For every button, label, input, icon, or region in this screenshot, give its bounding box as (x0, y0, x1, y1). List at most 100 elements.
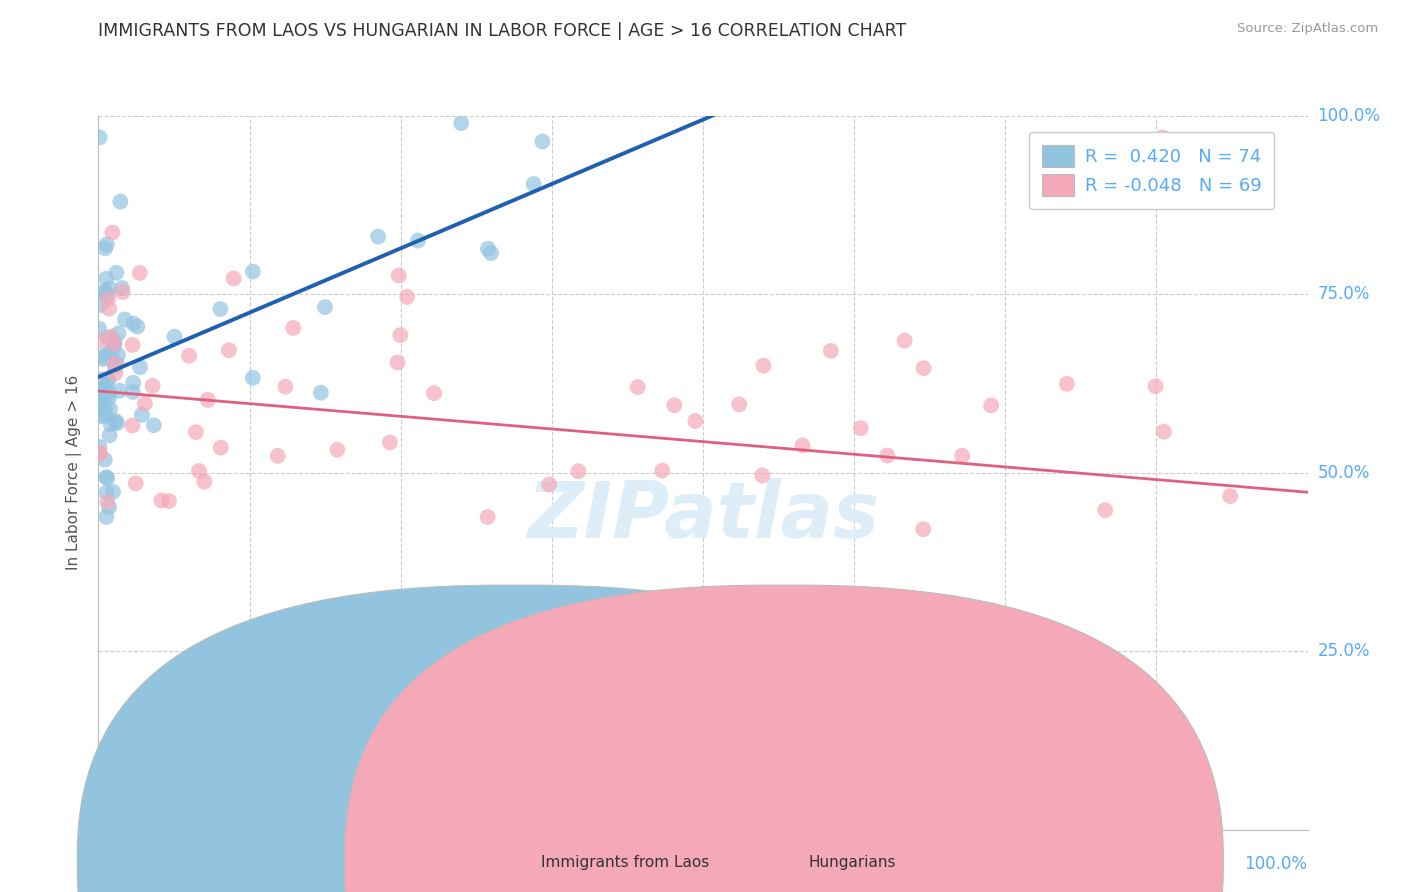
Point (1056, 376, 1078, 391)
Point (91, 350, 114, 364)
Point (94, 409, 117, 423)
Point (450, 116, 472, 130)
Point (104, 414, 127, 428)
Point (980, 399, 1002, 413)
Point (110, 194, 132, 209)
Point (142, 378, 165, 392)
Point (89, 130, 111, 145)
Point (96, 495, 118, 509)
Point (131, 408, 153, 422)
Text: Source: ZipAtlas.com: Source: ZipAtlas.com (1237, 22, 1378, 36)
Point (531, 135, 554, 149)
Point (1152, 130, 1174, 145)
Point (510, 694, 533, 708)
Point (114, 312, 136, 326)
Point (96, 470, 118, 484)
Point (1144, 379, 1167, 393)
Text: 100.0%: 100.0% (1317, 107, 1381, 125)
Point (209, 441, 232, 455)
Point (89, 384, 111, 399)
Point (127, 319, 149, 334)
Text: 100.0%: 100.0% (1244, 855, 1308, 872)
Point (96, 509, 118, 524)
Point (477, 510, 499, 524)
Point (820, 343, 842, 358)
Point (103, 334, 125, 349)
Point (242, 264, 264, 278)
Point (121, 384, 143, 399)
Point (94, 285, 117, 299)
Point (103, 339, 125, 353)
Point (108, 384, 131, 398)
Text: Immigrants from Laos: Immigrants from Laos (541, 855, 710, 870)
Point (184, 425, 207, 439)
Point (97, 372, 120, 386)
Point (89, 440, 111, 454)
Point (627, 380, 650, 394)
Point (378, 435, 401, 450)
Point (96, 347, 118, 361)
Point (218, 343, 240, 358)
Point (97, 330, 120, 344)
Point (96, 471, 118, 485)
Point (193, 475, 215, 489)
Point (479, 246, 502, 260)
Legend: R =  0.420   N = 74, R = -0.048   N = 69: R = 0.420 N = 74, R = -0.048 N = 69 (1029, 132, 1274, 209)
Point (97, 386, 120, 401)
Point (150, 493, 173, 508)
Point (837, 680, 859, 694)
Point (101, 226, 124, 240)
Point (87, 397, 110, 411)
Point (523, 177, 546, 191)
Point (367, 229, 389, 244)
Point (728, 397, 751, 411)
Point (104, 366, 127, 380)
Point (103, 337, 125, 351)
Point (128, 266, 150, 280)
Point (595, 723, 617, 737)
Point (849, 421, 872, 435)
Point (188, 464, 211, 478)
Point (121, 418, 143, 433)
Point (90, 383, 112, 397)
Point (406, 234, 429, 248)
Point (222, 271, 245, 285)
Point (142, 418, 165, 433)
Point (89, 334, 111, 348)
Point (177, 349, 200, 363)
Point (752, 359, 775, 373)
Point (477, 242, 499, 256)
Point (567, 464, 589, 478)
Point (90, 388, 112, 402)
Point (107, 348, 129, 362)
Point (98, 401, 121, 416)
Point (96, 237, 118, 252)
Point (89, 447, 111, 461)
Point (121, 338, 143, 352)
Point (91, 285, 114, 300)
Text: 0.0%: 0.0% (98, 855, 141, 872)
Point (1219, 489, 1241, 503)
Point (389, 328, 412, 343)
Point (98, 500, 121, 515)
Point (105, 416, 128, 430)
Point (89, 409, 111, 424)
Point (873, 644, 896, 658)
Point (100, 343, 122, 358)
Point (692, 680, 714, 694)
Text: Hungarians: Hungarians (808, 855, 896, 870)
Point (97, 292, 120, 306)
Text: ZIPatlas: ZIPatlas (527, 477, 879, 554)
Point (267, 449, 290, 463)
Point (685, 414, 707, 428)
Point (792, 438, 814, 452)
Point (129, 360, 152, 375)
Point (100, 417, 122, 432)
Point (122, 317, 145, 331)
Point (87, 321, 110, 335)
Point (104, 359, 127, 374)
Point (98, 428, 121, 442)
Point (122, 376, 145, 390)
Point (309, 385, 332, 400)
Point (314, 300, 336, 314)
